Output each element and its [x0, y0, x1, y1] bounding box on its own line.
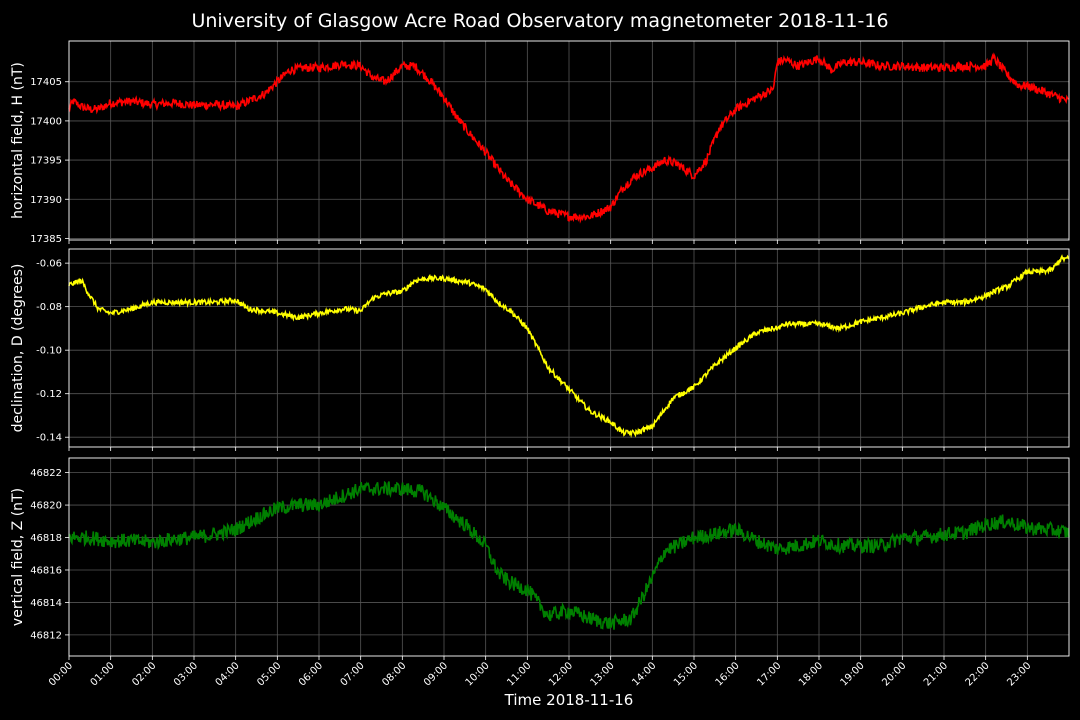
y-tick-label: 46814: [30, 598, 62, 609]
axes-frame: [68, 248, 1070, 448]
x-tick-label: 20:00: [880, 660, 908, 688]
chart-title: University of Glasgow Acre Road Observat…: [191, 10, 889, 32]
x-tick-label: 10:00: [464, 660, 492, 688]
x-tick-label: 12:00: [547, 660, 575, 688]
x-tick-label: 15:00: [672, 660, 700, 688]
series-line: [68, 254, 1070, 439]
y-tick-label: 46816: [30, 565, 62, 576]
y-tick-label: 17385: [30, 234, 62, 245]
y-tick-label: 17405: [30, 77, 62, 88]
x-tick-label: 00:00: [47, 660, 75, 688]
x-tick-label: 17:00: [755, 660, 783, 688]
y-tick-label: 46822: [30, 468, 62, 479]
x-tick-label: 01:00: [89, 660, 117, 688]
x-tick-label: 18:00: [797, 660, 825, 688]
y-tick-label: 17390: [30, 195, 62, 206]
x-tick-label: 07:00: [339, 660, 367, 688]
x-tick-label: 13:00: [589, 660, 617, 688]
series-line: [68, 52, 1070, 224]
y-tick-label: -0.08: [36, 302, 62, 313]
x-tick-label: 14:00: [630, 660, 658, 688]
y-tick-label: 46818: [30, 533, 62, 544]
y-tick-label: -0.06: [36, 259, 62, 270]
x-tick-label: 02:00: [130, 660, 158, 688]
x-tick-label: 11:00: [505, 660, 533, 688]
x-axis-label: Time 2018-11-16: [504, 691, 634, 709]
y-tick-label: 17395: [30, 156, 62, 167]
y-axis-label: declination, D (degrees): [10, 264, 26, 433]
y-tick-label: -0.14: [36, 433, 62, 444]
x-tick-label: 09:00: [422, 660, 450, 688]
x-tick-label: 16:00: [714, 660, 742, 688]
x-tick-label: 05:00: [255, 660, 283, 688]
y-tick-label: -0.12: [36, 389, 62, 400]
x-tick-label: 19:00: [839, 660, 867, 688]
x-tick-label: 03:00: [172, 660, 200, 688]
x-tick-label: 22:00: [964, 660, 992, 688]
y-tick-label: 46820: [30, 501, 62, 512]
x-tick-label: 06:00: [297, 660, 325, 688]
series-line: [68, 480, 1070, 630]
x-tick-label: 04:00: [214, 660, 242, 688]
axes-frame: [68, 457, 1070, 657]
x-tick-label: 21:00: [922, 660, 950, 688]
y-tick-label: 17400: [30, 116, 62, 127]
y-tick-label: -0.10: [36, 346, 62, 357]
y-axis-label: vertical field, Z (nT): [10, 488, 26, 626]
x-tick-label: 08:00: [380, 660, 408, 688]
axes-frame: [68, 40, 1070, 241]
y-tick-label: 46812: [30, 630, 62, 641]
x-tick-label: 23:00: [1005, 660, 1033, 688]
y-axis-label: horizontal field, H (nT): [10, 62, 26, 219]
